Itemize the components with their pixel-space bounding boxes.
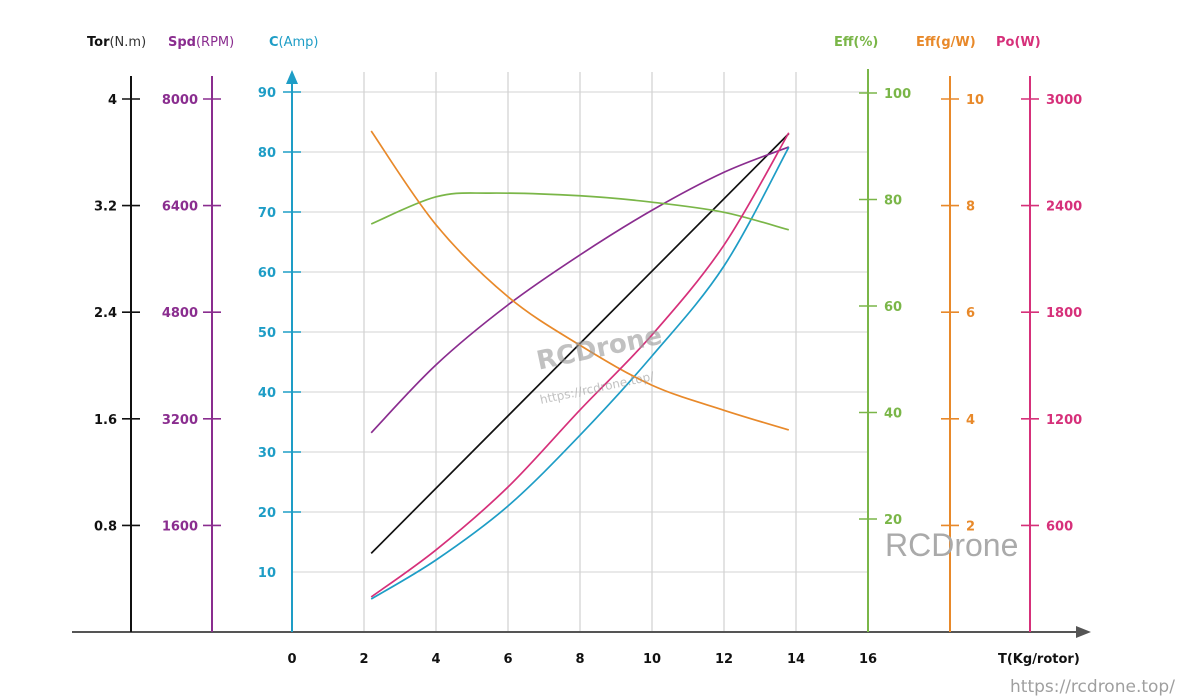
tick-label: 10 (966, 93, 984, 108)
axis-title-effg: Eff(g/W) (916, 35, 976, 50)
tick-label: 70 (258, 206, 276, 221)
tick-label: 600 (1046, 519, 1073, 534)
x-tick-label: 8 (575, 652, 584, 667)
tick-label: 1.6 (94, 413, 117, 428)
tick-label: 30 (258, 446, 276, 461)
axis-title-tor: Tor(N.m) (87, 35, 146, 50)
axis-po: 600 1200 1800 2400 3000 Po(W) (996, 35, 1082, 632)
x-tick-label: 10 (643, 652, 661, 667)
series-line-effp (370, 192, 790, 231)
series-line-po (370, 132, 790, 598)
x-tick-label: 12 (715, 652, 733, 667)
tick-label: 3.2 (94, 200, 117, 215)
series-line-spd (370, 146, 790, 434)
tick-label: 6 (966, 306, 975, 321)
x-axis-label: T(Kg/rotor) (998, 652, 1080, 667)
axis-title-effp: Eff(%) (834, 35, 878, 50)
tick-label: 60 (884, 300, 902, 315)
axis-title-spd: Spd(RPM) (168, 35, 234, 50)
watermark: RCDrone https://rcdrone.top/ (534, 321, 665, 407)
x-tick-label: 4 (431, 652, 440, 667)
tick-label: 1600 (162, 519, 198, 534)
tick-label: 10 (258, 566, 276, 581)
series-lines (370, 130, 790, 600)
axis-tor: 0.8 1.6 2.4 3.2 4 Tor(N.m) (87, 35, 146, 632)
tick-label: 40 (884, 407, 902, 422)
tick-label: 2.4 (94, 306, 117, 321)
axis-spd: 1600 3200 4800 6400 8000 Spd(RPM) (162, 35, 234, 632)
series-line-c (370, 146, 790, 600)
corner-watermark-url: https://rcdrone.top/ (1010, 677, 1175, 697)
axis-title-po: Po(W) (996, 35, 1041, 50)
x-tick-label: 16 (859, 652, 877, 667)
axis-c: 10 20 30 40 50 60 70 80 90 C(Amp) (258, 35, 319, 632)
axis-effp: 20 40 60 80 100 Eff(%) (834, 35, 911, 632)
x-tick-label: 0 (287, 652, 296, 667)
axis-effg: 2 4 6 8 10 Eff(g/W) (916, 35, 984, 632)
watermark-url: https://rcdrone.top/ (539, 369, 657, 407)
tick-label: 90 (258, 86, 276, 101)
tick-label: 2 (966, 519, 975, 534)
tick-label: 6400 (162, 200, 198, 215)
tick-label: 3200 (162, 413, 198, 428)
tick-label: 50 (258, 326, 276, 341)
tick-label: 8000 (162, 93, 198, 108)
tick-label: 8 (966, 200, 975, 215)
tick-label: 0.8 (94, 519, 117, 534)
tick-label: 40 (258, 386, 276, 401)
x-axis-arrow-icon (1076, 626, 1091, 638)
tick-label: 4 (108, 93, 117, 108)
tick-label: 1800 (1046, 306, 1082, 321)
tick-label: 80 (258, 146, 276, 161)
tick-label: 1200 (1046, 413, 1082, 428)
x-tick-label: 2 (359, 652, 368, 667)
tick-label: 4 (966, 413, 975, 428)
series-line-effg (370, 130, 790, 431)
corner-watermark-logo: RCDrone (885, 527, 1018, 563)
grid (292, 72, 868, 632)
tick-label: 20 (884, 513, 902, 528)
tick-label: 20 (258, 506, 276, 521)
tick-label: 80 (884, 194, 902, 209)
tick-label: 60 (258, 266, 276, 281)
x-tick-label: 6 (503, 652, 512, 667)
tick-label: 4800 (162, 306, 198, 321)
tick-label: 3000 (1046, 93, 1082, 108)
x-tick-label: 14 (787, 652, 805, 667)
tick-label: 2400 (1046, 200, 1082, 215)
series-line-tor (370, 133, 790, 554)
tick-label: 100 (884, 87, 911, 102)
y-axis-arrow-icon (286, 70, 298, 84)
axis-title-c: C(Amp) (269, 35, 319, 50)
axes: 0 2 4 6 8 10 12 14 16 0.8 1.6 2.4 3.2 4 Tor(N.m) 1600 32… (72, 35, 1091, 667)
